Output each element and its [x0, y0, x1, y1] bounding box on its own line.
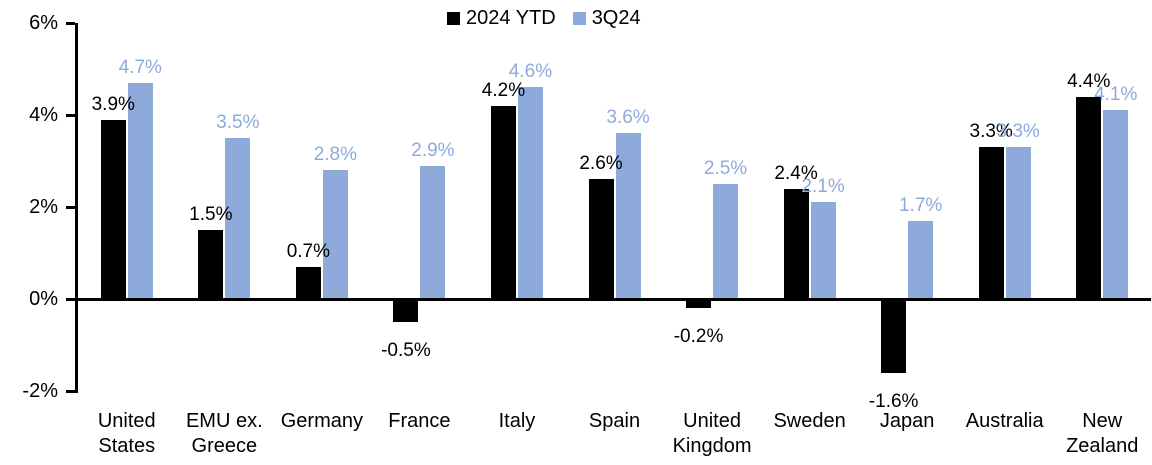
x-axis	[75, 298, 1151, 301]
bar-3q24-france	[420, 165, 446, 299]
y-axis-tick	[66, 390, 75, 393]
legend-swatch-2024-ytd	[447, 11, 460, 25]
bar-value-label-3q24-united-kingdom: 2.5%	[703, 158, 748, 179]
legend: 2024 YTD 3Q24	[447, 7, 641, 29]
x-axis-label-emu-ex-greece: EMU ex. Greece	[185, 410, 263, 457]
bar-value-label-2024-ytd-france: -0.5%	[381, 340, 431, 361]
y-axis-tick	[66, 22, 75, 25]
legend-item-3q24: 3Q24	[572, 7, 641, 29]
bar-2024-ytd-emu-ex-greece	[198, 230, 224, 299]
x-axis-label-new-zealand: New Zealand	[1066, 410, 1139, 457]
y-axis-tick	[66, 206, 75, 209]
y-axis-tick-label: 0%	[29, 288, 58, 310]
x-axis-label-italy: Italy	[498, 410, 536, 432]
bar-2024-ytd-united-kingdom	[686, 299, 712, 309]
bar-value-label-3q24-spain: 3.6%	[606, 107, 650, 129]
bar-value-label-3q24-japan: 1.7%	[898, 194, 943, 216]
x-axis-label-japan: Japan	[879, 410, 935, 432]
bar-3q24-united-states	[127, 82, 153, 299]
bar-value-label-3q24-emu-ex-greece: 3.5%	[216, 112, 260, 133]
bar-2024-ytd-spain	[588, 179, 614, 299]
bar-3q24-italy	[517, 87, 543, 299]
y-axis-tick	[66, 298, 75, 301]
bar-3q24-sweden	[810, 202, 836, 299]
x-axis-label-united-kingdom: United Kingdom	[672, 410, 752, 457]
bar-3q24-spain	[615, 133, 641, 299]
y-axis-tick-label: -2%	[22, 380, 58, 402]
bar-value-label-3q24-sweden: 2.1%	[801, 176, 845, 198]
y-axis-tick-label: 4%	[29, 104, 58, 126]
bar-value-label-2024-ytd-united-kingdom: -0.2%	[673, 326, 724, 348]
bar-2024-ytd-germany	[295, 266, 321, 299]
bar-value-label-2024-ytd-germany: 0.7%	[286, 240, 331, 262]
bar-value-label-3q24-australia: 3.3%	[996, 121, 1040, 143]
legend-swatch-3q24	[572, 11, 586, 25]
bar-value-label-2024-ytd-new-zealand: 4.4%	[1067, 70, 1111, 92]
x-axis-label-germany: Germany	[280, 410, 363, 432]
x-axis-label-united-states: United States	[97, 410, 156, 457]
bar-3q24-australia	[1005, 147, 1031, 299]
bar-value-label-3q24-new-zealand: 4.1%	[1094, 84, 1138, 106]
y-axis-tick-label: 6%	[29, 12, 58, 34]
bar-value-label-2024-ytd-emu-ex-greece: 1.5%	[189, 204, 233, 225]
y-axis	[75, 23, 78, 393]
bar-2024-ytd-australia	[978, 147, 1004, 299]
x-axis-label-australia: Australia	[965, 410, 1044, 432]
bar-3q24-new-zealand	[1103, 110, 1129, 299]
bar-2024-ytd-sweden	[783, 188, 809, 299]
y-axis-tick	[66, 114, 75, 117]
bar-3q24-japan	[908, 220, 934, 299]
bar-value-label-2024-ytd-united-states: 3.9%	[91, 93, 135, 115]
bar-value-label-3q24-france: 2.9%	[411, 139, 455, 161]
bar-3q24-united-kingdom	[713, 184, 739, 299]
bar-2024-ytd-united-states	[100, 119, 126, 299]
legend-label-3q24: 3Q24	[591, 7, 641, 29]
bar-3q24-emu-ex-greece	[225, 138, 251, 299]
x-axis-label-spain: Spain	[588, 410, 641, 432]
x-axis-label-france: France	[388, 410, 451, 432]
y-axis-tick-label: 2%	[29, 196, 58, 218]
bar-2024-ytd-japan	[881, 299, 907, 373]
bar-2024-ytd-new-zealand	[1076, 96, 1102, 299]
bar-value-label-3q24-united-states: 4.7%	[118, 56, 162, 78]
bar-3q24-germany	[322, 170, 348, 299]
bar-value-label-3q24-germany: 2.8%	[313, 144, 358, 166]
x-axis-label-sweden: Sweden	[773, 410, 846, 432]
bar-value-label-2024-ytd-sweden: 2.4%	[774, 162, 818, 184]
bar-2024-ytd-italy	[490, 105, 516, 299]
bar-value-label-3q24-italy: 4.6%	[508, 61, 553, 83]
legend-label-2024-ytd: 2024 YTD	[466, 7, 556, 29]
bar-value-label-2024-ytd-australia: 3.3%	[969, 121, 1013, 143]
bar-2024-ytd-france	[393, 299, 419, 322]
bar-value-label-2024-ytd-spain: 2.6%	[579, 153, 623, 175]
bar-value-label-2024-ytd-italy: 4.2%	[481, 79, 526, 101]
legend-item-2024-ytd: 2024 YTD	[447, 7, 556, 29]
bar-value-label-2024-ytd-japan: -1.6%	[868, 390, 919, 412]
